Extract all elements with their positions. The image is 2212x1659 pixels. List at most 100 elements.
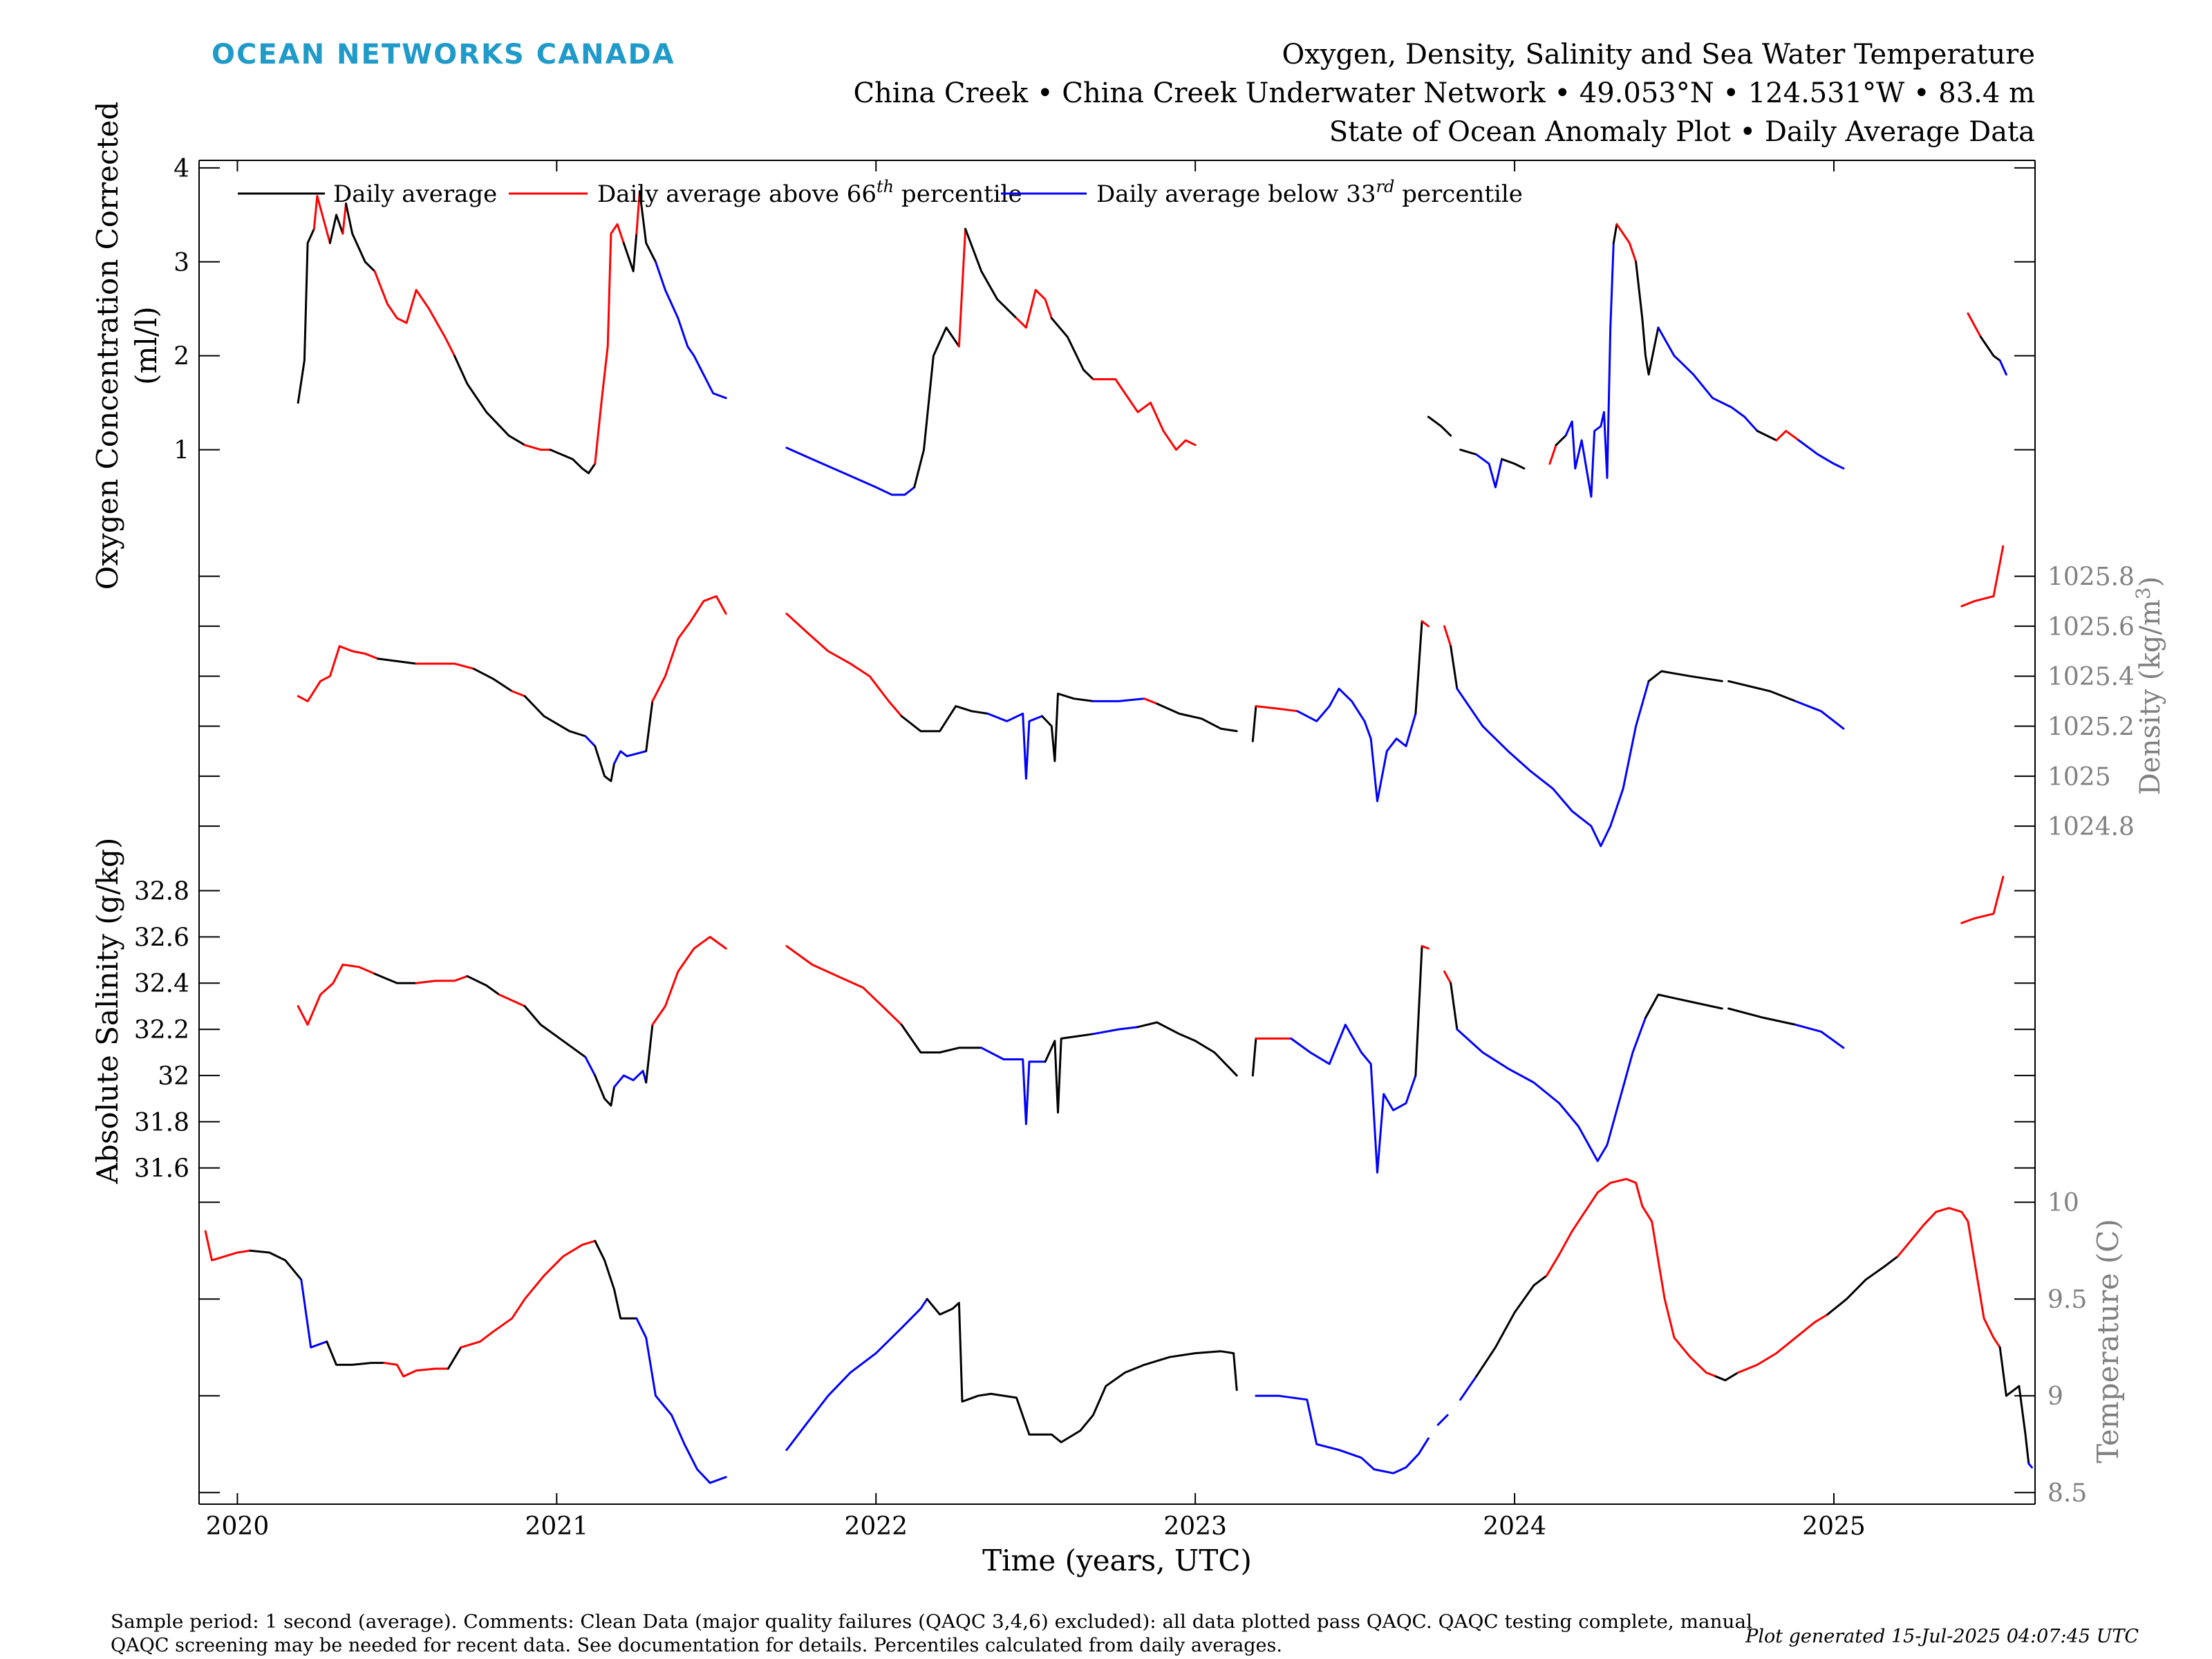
oxygen-segment-33 — [1775, 429, 1800, 442]
density-series — [297, 545, 2005, 847]
density-segment-20 — [1296, 687, 1417, 803]
temperature-segment-3 — [326, 1340, 386, 1366]
density-segment-7 — [594, 744, 615, 782]
salinity-ytick-label-3: 32.2 — [134, 1016, 189, 1044]
temperature-segment-18 — [1826, 1255, 1899, 1316]
oxygen-segment-28 — [1612, 223, 1618, 245]
density-ytick-label-4: 1025.6 — [2047, 613, 2135, 641]
oxygen-segment-7 — [523, 444, 552, 451]
oxygen-segment-12 — [638, 190, 657, 263]
density-segment-24 — [1450, 645, 1459, 690]
density-segment-25 — [1456, 679, 1650, 847]
density-segment-14 — [1041, 693, 1094, 762]
density-segment-10 — [651, 595, 727, 702]
salinity-segment-12 — [900, 1023, 983, 1053]
temperature-ytick-label-1: 9 — [2047, 1382, 2063, 1411]
oxygen-segment-17 — [964, 227, 1018, 319]
temperature-segment-20 — [1998, 1346, 2030, 1465]
salinity-ytick-label-5: 32.6 — [134, 924, 189, 952]
temperature-segment-10 — [926, 1297, 1238, 1443]
oxygen-segment-24 — [1501, 458, 1526, 470]
x-tick-label-2025: 2025 — [1802, 1512, 1866, 1541]
salinity-segment-26 — [1727, 1007, 1797, 1026]
temperature-segment-13 — [1459, 1375, 1478, 1401]
oxygen-segment-0 — [297, 227, 315, 404]
legend-label-2: Daily average below 33rd percentile — [1096, 177, 1523, 208]
oxygen-segment-26 — [1555, 434, 1567, 447]
salinity-segment-4 — [498, 993, 526, 1008]
legend-label-1: Daily average above 66th percentile — [597, 177, 1022, 208]
temperature-segment-15 — [1545, 1178, 1717, 1378]
density-segment-3 — [472, 667, 514, 693]
temperature-segment-2 — [300, 1278, 328, 1349]
x-tick-label-2020: 2020 — [206, 1512, 270, 1541]
chart-title-line-3: State of Ocean Anomaly Plot • Daily Aver… — [1329, 116, 2035, 148]
density-segment-0 — [297, 645, 379, 702]
legend-suffix-2: percentile — [1394, 180, 1523, 208]
temperature-segment-4 — [383, 1362, 449, 1378]
temperature-y-axis-label: Temperature (C) — [2091, 1219, 2125, 1463]
density-segment-21 — [1414, 620, 1423, 715]
temperature-ytick-label-3: 10 — [2047, 1189, 2079, 1217]
oxygen-segment-11 — [635, 190, 641, 235]
salinity-segment-7 — [594, 1074, 615, 1107]
temperature-segment-5 — [447, 1346, 462, 1370]
oxygen-segment-29 — [1615, 223, 1638, 263]
salinity-ytick-label-6: 32.8 — [134, 877, 189, 906]
salinity-segment-5 — [523, 1005, 587, 1058]
legend-superscript-1: th — [877, 177, 894, 196]
density-segment-12 — [900, 705, 989, 733]
salinity-segment-1 — [373, 973, 418, 984]
oxygen-y-axis-unit-label: (ml/l) — [129, 306, 163, 385]
salinity-segment-24 — [1456, 1016, 1647, 1163]
salinity-segment-15 — [1091, 1026, 1139, 1035]
x-tick-label-2024: 2024 — [1483, 1512, 1546, 1541]
oxygen-ytick-label-1: 2 — [174, 343, 189, 371]
temperature-segment-6 — [460, 1239, 597, 1349]
density-ytick-label-2: 1025.2 — [2047, 713, 2135, 742]
salinity-segment-13 — [980, 1047, 1047, 1125]
legend-text-1: Daily average above 66 — [597, 180, 877, 208]
salinity-segment-0 — [297, 964, 376, 1026]
oxygen-segment-3 — [341, 203, 347, 235]
x-tick-label-2022: 2022 — [844, 1512, 908, 1541]
x-axis-label: Time (years, UTC) — [982, 1544, 1252, 1577]
axes: 2020 2021 2022 2023 2024 2025 1 2 3 4 1024.8 1025 10… — [91, 102, 2166, 1541]
salinity-segment-20 — [1414, 945, 1423, 1077]
plot-area — [204, 190, 2033, 1484]
density-segment-15 — [1091, 697, 1145, 702]
chart-title-line-2: China Creek • China Creek Underwater Net… — [853, 77, 2035, 109]
salinity-ytick-label-4: 32.4 — [134, 970, 189, 998]
density-ytick-label-1: 1025 — [2047, 763, 2111, 791]
salinity-y-axis-label: Absolute Salinity (g/kg) — [91, 838, 124, 1185]
temperature-segment-16 — [1714, 1371, 1739, 1382]
legend: Daily average Daily average above 66th pe… — [238, 177, 1523, 208]
temperature-segment-14 — [1475, 1275, 1548, 1378]
oxygen-segment-10 — [622, 232, 638, 272]
density-label-text: Density (kg/m — [2135, 599, 2166, 795]
salinity-segment-28 — [1960, 875, 2005, 924]
salinity-segment-22 — [1443, 971, 1452, 984]
oxygen-segment-6 — [453, 355, 526, 447]
oxygen-segment-34 — [1797, 439, 1845, 470]
density-segment-11 — [785, 612, 903, 718]
oxygen-segment-32 — [1756, 429, 1778, 442]
density-ytick-label-0: 1024.8 — [2047, 813, 2135, 841]
temperature-segment-19 — [1896, 1207, 2001, 1349]
salinity-segment-3 — [466, 975, 500, 996]
oxygen-segment-8 — [549, 449, 597, 474]
oxygen-segment-22 — [1459, 449, 1478, 456]
density-segment-18 — [1251, 705, 1257, 742]
salinity-segment-2 — [415, 975, 469, 984]
density-segment-9 — [645, 700, 654, 753]
footer-generated-timestamp: Plot generated 15-Jul-2025 04:07:45 UTC — [1745, 1626, 2139, 1647]
salinity-segment-9 — [645, 1023, 654, 1084]
temperature-ytick-label-0: 8.5 — [2047, 1479, 2087, 1508]
density-ytick-label-3: 1025.4 — [2047, 663, 2135, 691]
chart-title-line-1: Oxygen, Density, Salinity and Sea Water … — [1282, 39, 2036, 71]
brand-logo-text: OCEAN NETWORKS CANADA — [212, 39, 675, 71]
temperature-series — [204, 1178, 2033, 1484]
density-segment-29 — [1960, 545, 2005, 608]
density-segment-2 — [415, 662, 475, 670]
